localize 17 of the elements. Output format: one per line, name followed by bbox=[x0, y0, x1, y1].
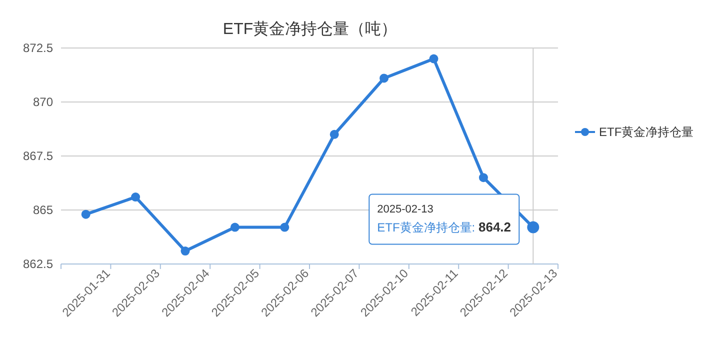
y-tick-label: 870 bbox=[32, 95, 54, 109]
point bbox=[131, 192, 140, 202]
point bbox=[180, 246, 190, 256]
y-tick-label: 867.5 bbox=[22, 149, 54, 163]
point bbox=[230, 222, 240, 232]
y-tick-label: 865 bbox=[32, 203, 54, 217]
point bbox=[81, 210, 90, 219]
point bbox=[478, 173, 488, 182]
point bbox=[380, 74, 389, 83]
annotation: 2025-02-13 ETF黄金净持仓量: 864.2 bbox=[377, 203, 512, 234]
y-tick-label: 872.5 bbox=[22, 41, 54, 55]
point bbox=[330, 130, 339, 139]
y-tick-label: 862.5 bbox=[22, 257, 54, 271]
legend-label: ETF黄金净持仓量 bbox=[599, 125, 694, 139]
point bbox=[429, 54, 438, 64]
point bbox=[280, 222, 290, 232]
chart-title: ETF黄金净持仓量（吨） bbox=[222, 20, 398, 38]
